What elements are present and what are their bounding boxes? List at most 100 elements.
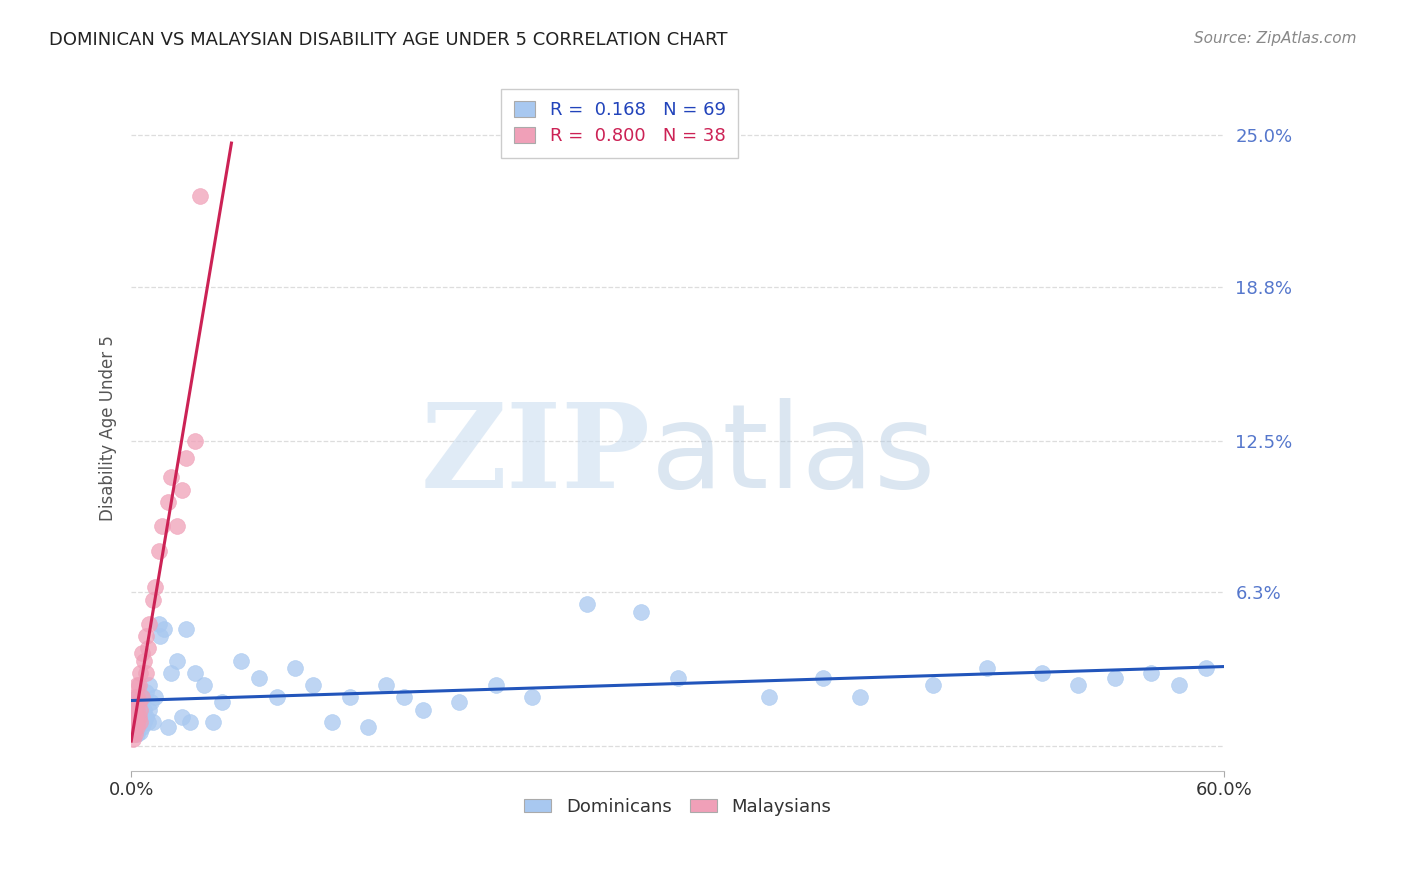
Point (142, 714, 165, 729)
Point (190, 189, 212, 203)
Point (141, 695, 163, 709)
Point (128, 705, 150, 719)
Point (375, 678, 398, 692)
Point (1140, 665, 1163, 680)
Point (666, 671, 689, 685)
Point (758, 690, 780, 705)
Point (136, 641, 159, 656)
Point (148, 543, 170, 558)
Point (125, 710, 148, 724)
Point (135, 710, 157, 724)
Point (124, 695, 146, 709)
Point (149, 629, 172, 643)
Point (135, 685, 157, 699)
Point (129, 703, 152, 717)
Point (172, 710, 194, 724)
Point (125, 703, 148, 717)
Point (129, 665, 152, 680)
Text: Source: ZipAtlas.com: Source: ZipAtlas.com (1194, 31, 1357, 46)
Point (156, 495, 179, 509)
Point (128, 678, 150, 692)
Point (174, 622, 197, 636)
Point (229, 654, 252, 668)
Point (125, 690, 148, 705)
Point (266, 690, 288, 705)
Point (247, 671, 270, 685)
Point (128, 695, 150, 709)
Point (184, 665, 207, 680)
Point (124, 720, 146, 734)
Point (122, 714, 145, 729)
Point (813, 671, 835, 685)
Point (129, 714, 152, 729)
Point (174, 450, 197, 465)
Point (124, 710, 146, 724)
Point (921, 678, 943, 692)
Point (449, 695, 471, 709)
Point (284, 661, 307, 675)
Point (412, 703, 434, 717)
Legend: Dominicans, Malaysians: Dominicans, Malaysians (517, 791, 838, 823)
Point (976, 661, 998, 675)
Point (122, 727, 145, 741)
Point (122, 731, 145, 746)
Point (184, 434, 207, 448)
Point (124, 720, 146, 734)
Point (302, 678, 325, 692)
Point (1167, 678, 1189, 692)
Point (124, 714, 146, 729)
Point (124, 690, 146, 705)
Point (575, 598, 598, 612)
Point (1195, 661, 1218, 675)
Point (136, 714, 159, 729)
Point (172, 483, 194, 497)
Point (122, 703, 145, 717)
Point (128, 695, 150, 709)
Point (129, 700, 152, 714)
Text: DOMINICAN VS MALAYSIAN DISABILITY AGE UNDER 5 CORRELATION CHART: DOMINICAN VS MALAYSIAN DISABILITY AGE UN… (49, 31, 728, 49)
Text: ZIP: ZIP (420, 399, 651, 514)
Point (484, 678, 506, 692)
Point (131, 646, 153, 660)
Point (160, 470, 183, 484)
Point (125, 690, 148, 705)
Point (122, 710, 145, 724)
Point (125, 720, 148, 734)
Point (125, 678, 148, 692)
Point (138, 703, 160, 717)
Point (357, 720, 380, 734)
Text: atlas: atlas (651, 399, 936, 514)
Point (520, 690, 543, 705)
Point (124, 727, 146, 741)
Point (122, 703, 145, 717)
Point (148, 617, 170, 632)
Point (131, 690, 153, 705)
Point (125, 714, 148, 729)
Point (138, 678, 160, 692)
Point (128, 710, 150, 724)
Point (193, 678, 215, 692)
Point (129, 724, 152, 739)
Point (138, 617, 160, 632)
Point (179, 714, 201, 729)
Point (132, 703, 155, 717)
Point (211, 695, 233, 709)
Point (849, 690, 872, 705)
Point (132, 654, 155, 668)
Point (153, 622, 176, 636)
Point (1104, 671, 1126, 685)
Point (143, 690, 166, 705)
Point (125, 703, 148, 717)
Point (142, 592, 165, 607)
Point (630, 605, 652, 619)
Point (131, 690, 153, 705)
Y-axis label: Disability Age Under 5: Disability Age Under 5 (100, 335, 117, 522)
Point (160, 665, 183, 680)
Point (156, 720, 179, 734)
Point (1031, 665, 1053, 680)
Point (132, 714, 155, 729)
Point (122, 714, 145, 729)
Point (150, 519, 173, 533)
Point (202, 714, 225, 729)
Point (135, 629, 157, 643)
